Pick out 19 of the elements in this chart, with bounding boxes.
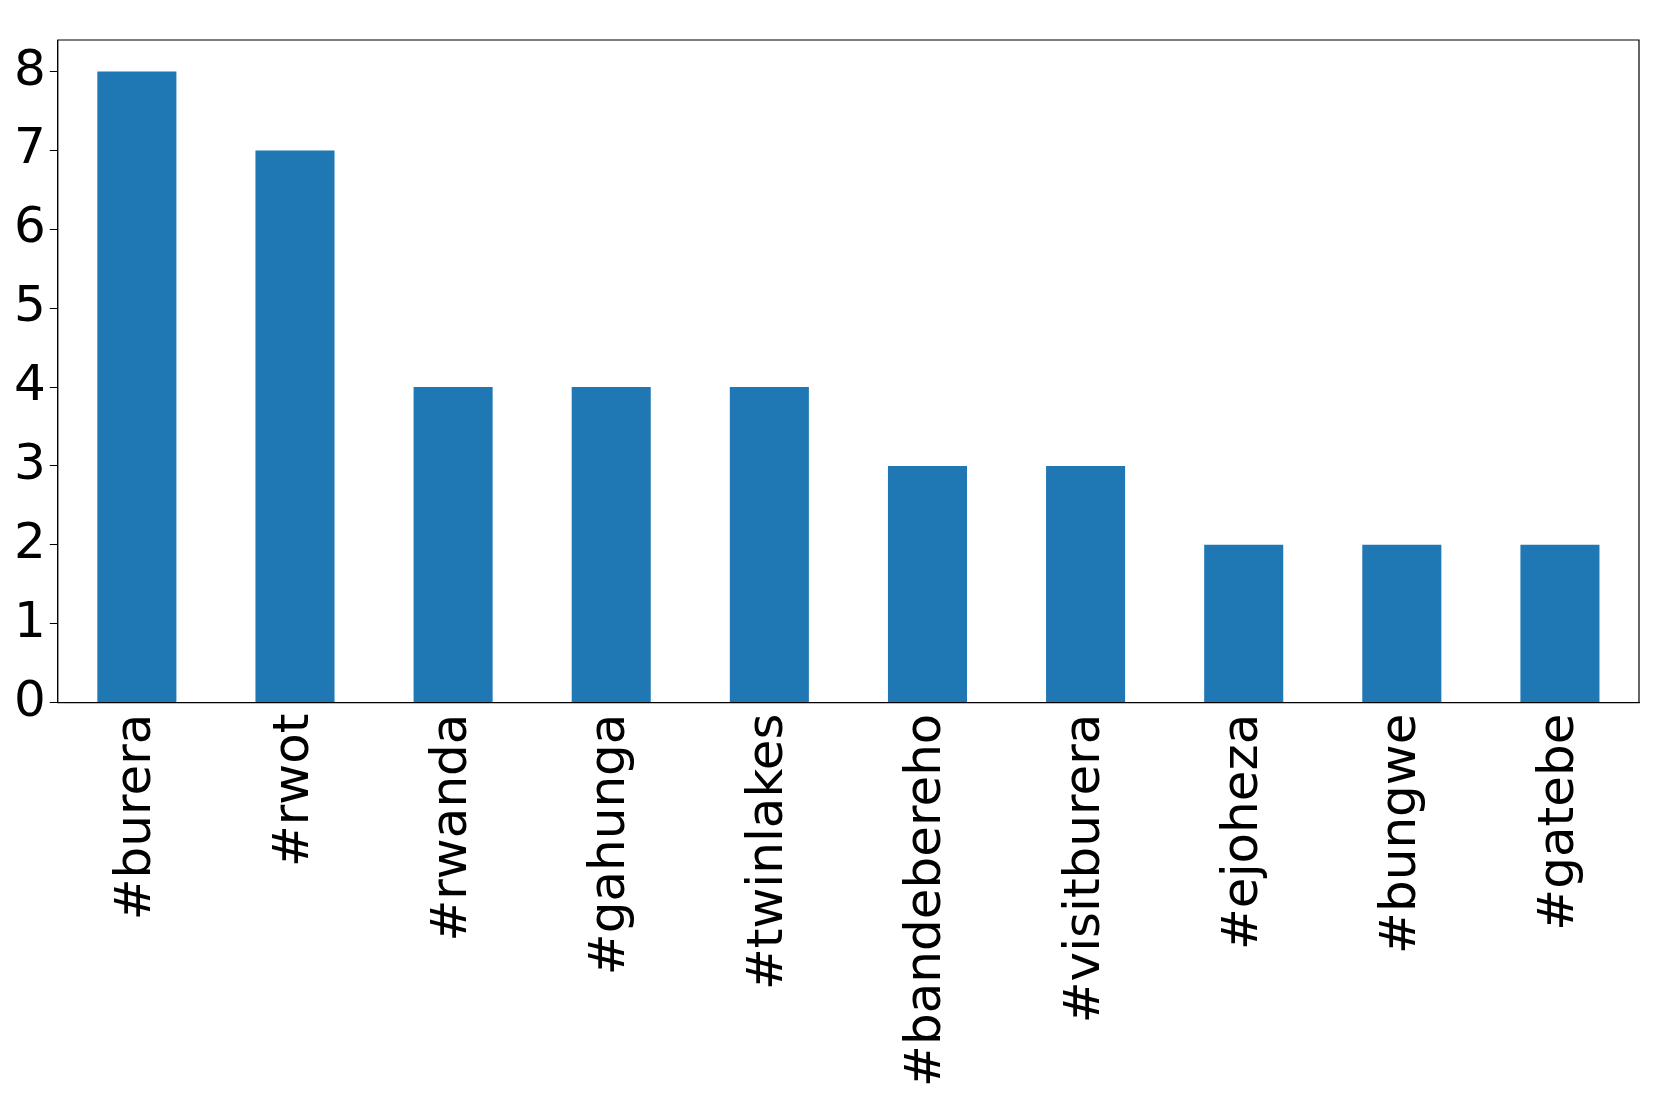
x-tick-label: #rwot <box>261 713 320 868</box>
y-tick-label: 1 <box>14 590 46 649</box>
x-tick-label: #twinlakes <box>736 713 795 991</box>
y-tick-label: 3 <box>14 432 46 491</box>
y-tick-label: 6 <box>14 196 46 255</box>
x-tick-label: #gatebe <box>1526 713 1585 931</box>
y-tick-label: 8 <box>14 38 46 97</box>
x-tick-label: #bungwe <box>1368 713 1427 954</box>
y-tick-label: 7 <box>14 117 46 176</box>
x-tick-label: #burera <box>103 713 162 921</box>
y-tick-label: 4 <box>14 354 46 413</box>
x-tick-label: #visitburera <box>1052 713 1111 1024</box>
y-tick-label: 2 <box>14 511 46 570</box>
y-tick-label: 0 <box>14 669 46 728</box>
y-tick-label: 5 <box>14 275 46 334</box>
x-tick-label: #ejoheza <box>1210 713 1269 951</box>
x-tick-label: #bandebereho <box>894 713 953 1088</box>
x-tick-label: #gahunga <box>578 713 637 976</box>
x-tick-label: #rwanda <box>420 713 479 942</box>
